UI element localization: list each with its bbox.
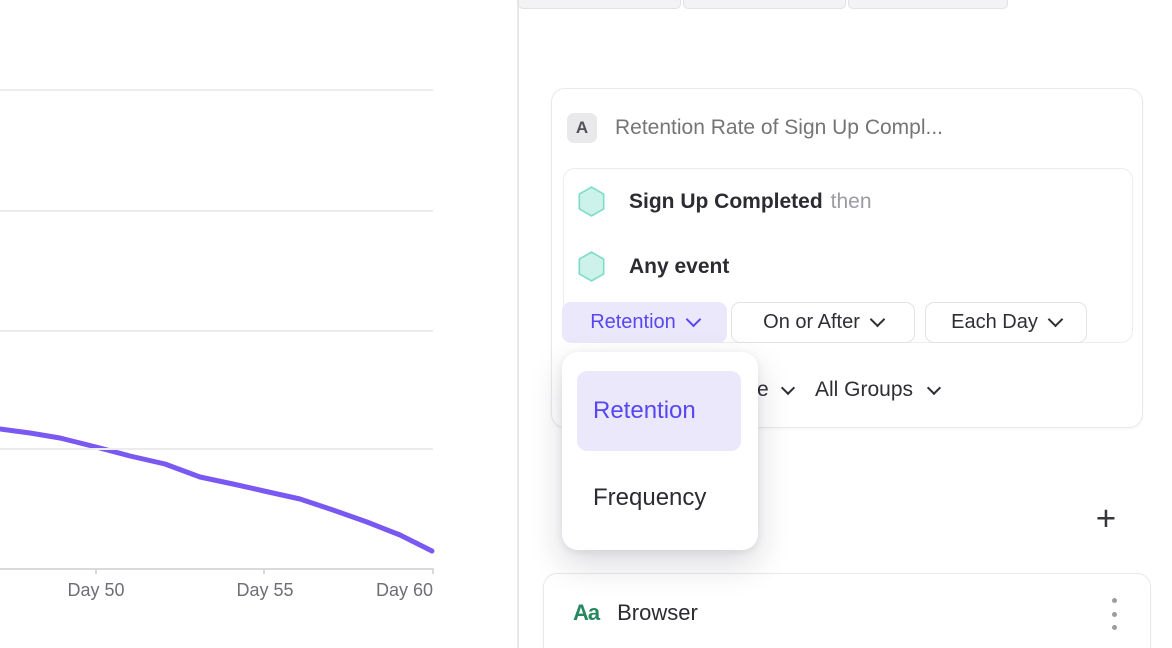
window-label: On or After [763, 311, 860, 333]
x-axis-tick [263, 568, 265, 574]
x-axis-label: Day 60 [375, 580, 433, 600]
retention-chart[interactable]: Day 50 Day 55 Day 60 [0, 0, 517, 648]
clipped-toolbar-button-3[interactable] [848, 0, 1008, 9]
groups-dropdown[interactable]: All Groups [815, 377, 942, 403]
property-card [543, 573, 1151, 648]
x-axis-tick [95, 568, 97, 574]
chevron-down-icon [685, 311, 702, 328]
window-dropdown[interactable]: On or After [731, 302, 915, 343]
metric-type-menu: Retention Frequency [562, 352, 758, 550]
measured-as-label-fragment: e [757, 378, 769, 401]
menu-option-label: Retention [593, 397, 696, 424]
event-name: Any event [629, 254, 730, 278]
event-suffix: then [830, 189, 872, 213]
groups-label: All Groups [815, 378, 914, 401]
metric-type-label: Retention [590, 311, 676, 333]
chart-gridline [0, 89, 433, 91]
property-row-browser[interactable]: Aa Browser [573, 600, 698, 626]
event-hexagon-icon [578, 186, 605, 217]
menu-option-frequency[interactable]: Frequency [593, 470, 706, 526]
event-name: Sign Up Completed [629, 189, 823, 213]
x-axis-label: Day 55 [236, 580, 294, 600]
metric-type-dropdown[interactable]: Retention [562, 302, 727, 343]
property-name: Browser [617, 600, 698, 625]
chart-gridline [0, 448, 433, 450]
chevron-down-icon [869, 311, 886, 328]
chevron-down-icon [926, 380, 942, 396]
menu-option-retention[interactable]: Retention [577, 371, 741, 451]
clipped-toolbar-button-2[interactable] [683, 0, 846, 9]
add-metric-button[interactable]: + [1095, 498, 1117, 538]
kebab-menu-icon[interactable] [1104, 596, 1124, 632]
event-hexagon-icon [578, 251, 605, 282]
x-axis-label: Day 50 [67, 580, 125, 600]
chevron-down-icon [780, 380, 795, 396]
interval-label: Each Day [951, 311, 1038, 333]
event-row-any-event[interactable]: Any event [578, 251, 737, 282]
metric-badge: A [567, 113, 597, 143]
chart-gridline [0, 330, 433, 332]
metric-title-input[interactable] [615, 116, 1055, 140]
string-type-icon: Aa [573, 600, 600, 625]
panel-divider [517, 0, 519, 648]
x-axis-tick [432, 568, 434, 574]
chevron-down-icon [1047, 311, 1064, 328]
clipped-toolbar-button-1[interactable] [518, 0, 681, 9]
retention-line-series [0, 426, 435, 554]
measured-as-dropdown[interactable]: e [757, 377, 795, 403]
interval-dropdown[interactable]: Each Day [925, 302, 1087, 343]
x-axis-line [0, 568, 433, 570]
menu-option-label: Frequency [593, 484, 707, 511]
event-row-sign-up-completed[interactable]: Sign Up Completed then [578, 186, 872, 217]
chart-gridline [0, 210, 433, 212]
